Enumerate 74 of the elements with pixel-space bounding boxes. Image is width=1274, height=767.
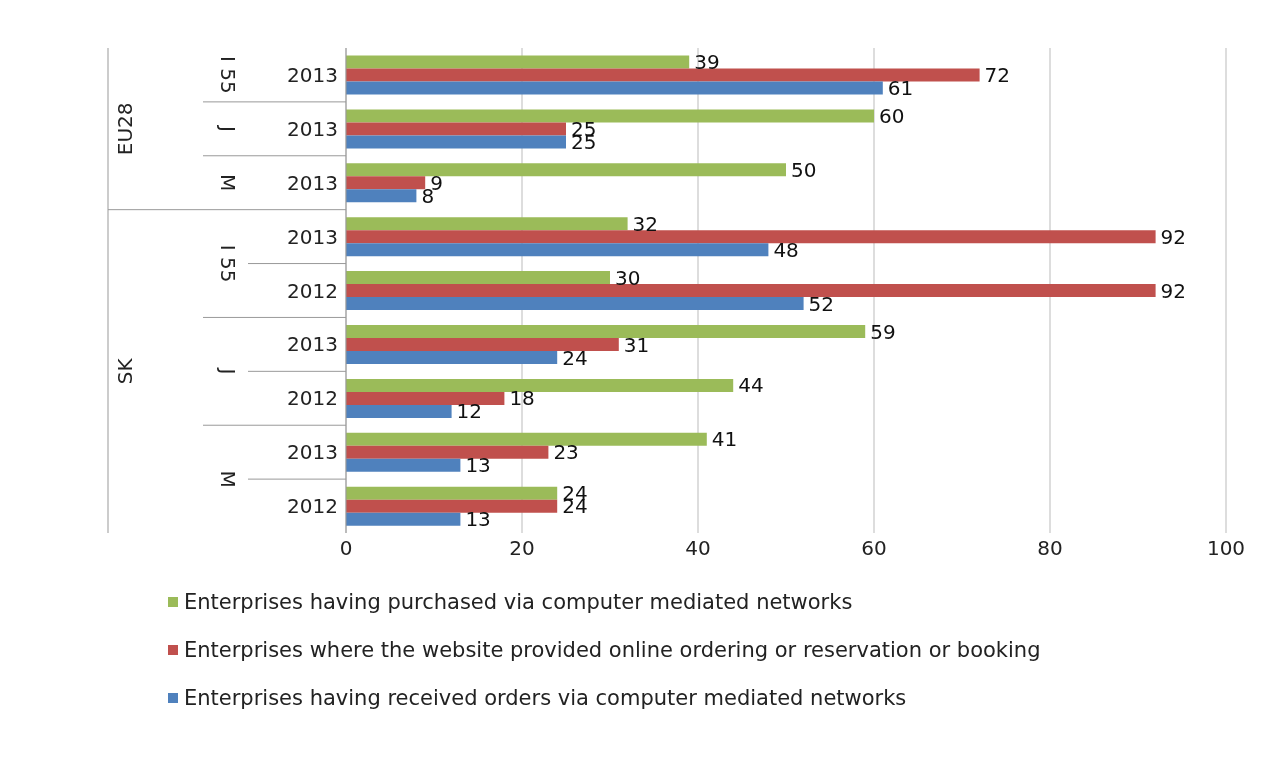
bar	[346, 217, 628, 231]
data-label: 13	[465, 507, 491, 532]
text: M	[216, 174, 240, 192]
bar	[346, 445, 549, 459]
bar	[346, 122, 566, 136]
data-label: 60	[879, 104, 905, 129]
data-label: 72	[984, 63, 1011, 88]
data-label: 92	[1160, 278, 1187, 303]
data-label: 31	[623, 332, 650, 357]
text: EU28	[113, 102, 137, 156]
text: I 55	[216, 56, 240, 94]
y-tick-label: 2013	[287, 440, 338, 465]
text: J	[216, 123, 240, 132]
bar	[346, 499, 558, 513]
x-tick-label: 20	[509, 536, 535, 561]
data-label: 39	[694, 50, 720, 75]
data-label: 44	[738, 373, 764, 398]
text: I 55	[216, 244, 240, 283]
y-tick-label: 2012	[287, 494, 338, 519]
y-tick-label: 2013	[287, 224, 338, 249]
data-label: 61	[887, 76, 914, 101]
bar	[346, 55, 690, 69]
bar	[346, 337, 619, 351]
bar	[346, 135, 566, 149]
x-tick-label: 60	[861, 536, 887, 561]
bar	[346, 81, 883, 95]
x-tick-label: 80	[1037, 536, 1063, 561]
y-tick-label: 2013	[287, 170, 338, 195]
data-label: 41	[711, 427, 738, 452]
y-tick-label: 2013	[287, 63, 338, 88]
data-label: 24	[562, 345, 588, 370]
bar	[346, 458, 461, 472]
bar	[346, 486, 558, 500]
data-label: 32	[632, 211, 659, 236]
bar	[346, 68, 980, 82]
bar	[346, 109, 874, 123]
bar	[346, 230, 1156, 244]
legend-label: Enterprises where the website provided online ordering or reservation or booking	[184, 638, 1041, 662]
data-label: 13	[465, 453, 491, 478]
bar	[346, 176, 426, 190]
y-tick-label: 2012	[287, 278, 338, 303]
bar	[346, 404, 452, 418]
bar	[346, 512, 461, 526]
x-tick-label: 100	[1206, 536, 1246, 561]
data-label: 50	[791, 157, 817, 182]
bar	[346, 297, 804, 311]
data-label: 59	[870, 319, 896, 344]
x-tick-label: 40	[685, 536, 711, 561]
bar	[346, 432, 707, 446]
data-label: 92	[1160, 224, 1187, 249]
bar	[346, 271, 610, 285]
text: J	[216, 366, 240, 375]
bar	[346, 163, 786, 177]
x-tick-label: 0	[339, 536, 353, 561]
y-tick-label: 2013	[287, 332, 338, 357]
data-label: 23	[553, 440, 579, 465]
legend-label: Enterprises having purchased via computer mediated networks	[184, 590, 853, 614]
text: M	[216, 470, 240, 488]
data-label: 48	[773, 237, 799, 262]
data-label: 30	[615, 265, 641, 290]
bar	[346, 350, 558, 364]
data-label: 12	[456, 399, 483, 424]
y-tick-label: 2013	[287, 116, 338, 141]
bar	[346, 243, 769, 257]
bar	[346, 324, 866, 338]
bar	[346, 391, 505, 405]
bar	[346, 378, 734, 392]
text: SK	[113, 357, 137, 385]
data-label: 52	[808, 291, 835, 316]
data-label: 18	[509, 386, 535, 411]
bar	[346, 284, 1156, 298]
bar	[346, 189, 417, 203]
legend-label: Enterprises having received orders via computer mediated networks	[184, 686, 907, 710]
y-tick-label: 2012	[287, 386, 338, 411]
